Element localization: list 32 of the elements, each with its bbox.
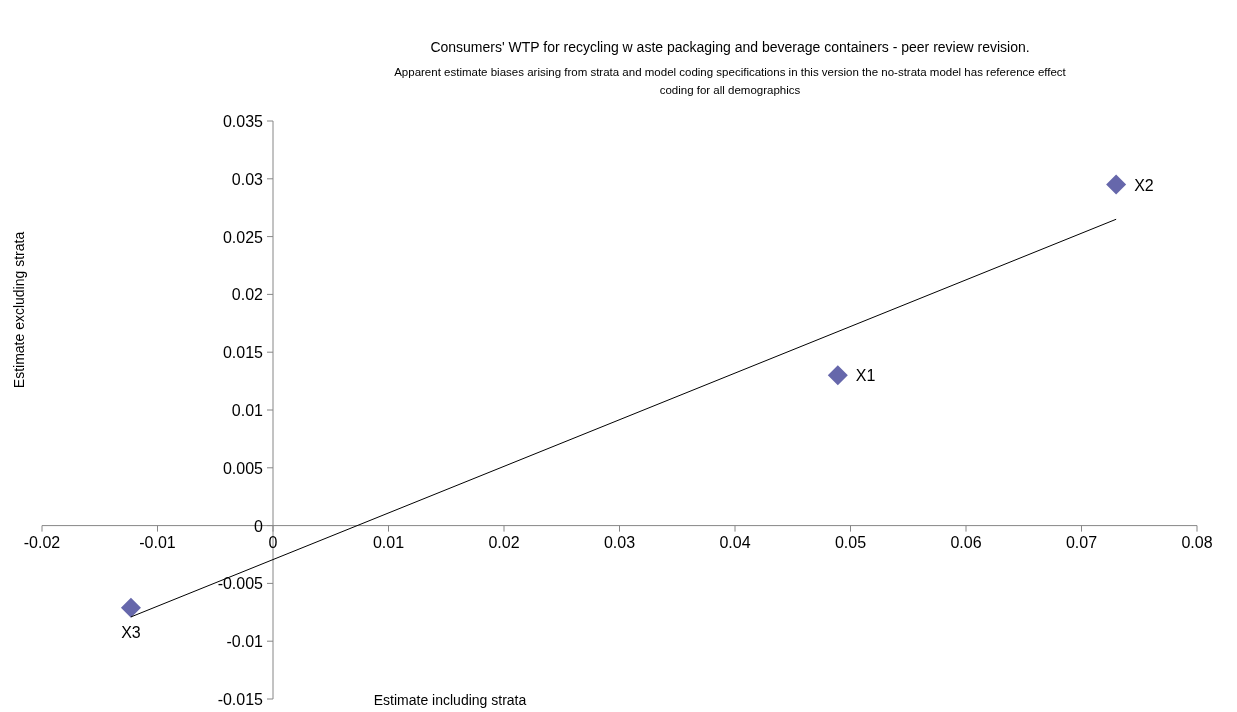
point [827, 365, 848, 386]
x-tick-label: -0.01 [139, 533, 176, 551]
y-tick-label: 0.005 [222, 459, 264, 477]
y-tick-label: 0.03 [231, 170, 264, 188]
chart-title: Consumers' WTP for recycling w aste packaging and beverage containers - peer review revision. [430, 39, 1030, 55]
point [120, 597, 141, 618]
x-tick-label: 0.06 [950, 533, 982, 551]
x-tick-label: 0.01 [372, 533, 405, 551]
y-tick-label: 0.02 [231, 286, 264, 304]
annotation: X2 [1134, 176, 1154, 194]
x-tick-label: 0.03 [603, 533, 636, 551]
y-axis-title: Estimate excluding strata [11, 231, 27, 389]
x-tick-label: 0 [268, 533, 278, 551]
y-tick-label: -0.005 [217, 575, 264, 593]
y-tick-label: 0.015 [222, 344, 264, 362]
y-tick-label: 0 [254, 517, 264, 535]
x-tick-label: 0.08 [1181, 533, 1213, 551]
annotation: X1 [855, 367, 876, 385]
y-tick-label: 0.035 [222, 113, 264, 130]
y-tick-label: -0.01 [226, 633, 264, 651]
x-tick-label: 0.07 [1065, 533, 1098, 551]
annotation: X3 [121, 623, 141, 641]
x-axis-title: Estimate including strata [373, 692, 527, 708]
x-tick-label: -0.02 [23, 533, 61, 551]
y-tick-label: 0.025 [222, 228, 264, 246]
y-tick-label: 0.01 [231, 402, 264, 419]
x-tick-label: 0.04 [719, 533, 751, 551]
chart-subtitle: Apparent estimate biases arising from strata and model coding specifications in this version the no-strata model has reference effect coding for all demographics [394, 66, 1067, 96]
y-tick-label: -0.015 [217, 691, 264, 708]
x-tick-label: 0.05 [834, 533, 867, 551]
x-tick-label: 0.02 [488, 533, 520, 551]
point [1106, 174, 1127, 195]
